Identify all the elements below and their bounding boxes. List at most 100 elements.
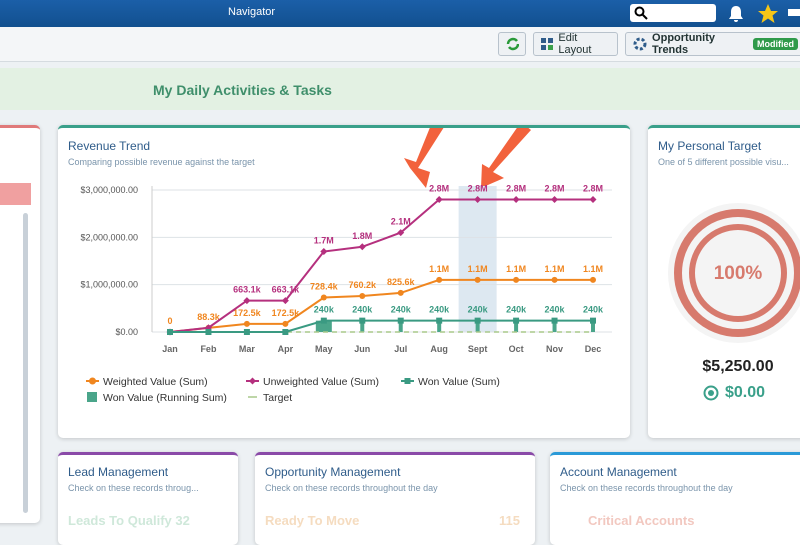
target-percent: 100% (713, 263, 763, 284)
point (243, 329, 250, 335)
point (551, 317, 558, 324)
data-label: 240k (506, 305, 527, 315)
point (551, 195, 559, 203)
series-line (169, 278, 593, 333)
data-label: 1.1M (506, 264, 526, 274)
target-card: My Personal Target One of 5 different po… (648, 125, 800, 438)
data-label: 728.4k (310, 282, 339, 292)
x-tick-label: Feb (200, 344, 217, 354)
side-dropdown[interactable] (0, 183, 31, 205)
card-item[interactable]: Ready To Move 115 (265, 513, 520, 528)
app-title: Navigator (228, 6, 276, 18)
data-label: 240k (352, 305, 373, 315)
point (589, 195, 597, 203)
star-icon[interactable] (757, 3, 779, 25)
point (513, 317, 520, 324)
legend-label: Won Value (Running Sum) (103, 392, 227, 404)
point (397, 229, 405, 237)
bar (398, 320, 403, 332)
point (436, 276, 443, 283)
data-label: 1.1M (545, 264, 565, 274)
x-tick-label: Sept (468, 344, 488, 354)
legend-marker (404, 378, 411, 384)
data-label: 240k (429, 305, 450, 315)
top-bar: Navigator (0, 0, 800, 27)
view-selector[interactable]: Opportunity Trends Modified (625, 32, 800, 56)
card-title: Account Management (560, 465, 677, 479)
card-title: Lead Management (68, 465, 169, 479)
data-label: 1.8M (352, 231, 372, 241)
data-label: 2.1M (391, 217, 411, 227)
point (359, 317, 366, 324)
opportunity-card: Opportunity Management Check on these re… (255, 452, 535, 545)
scrollbar (23, 213, 28, 513)
data-label: 2.8M (468, 183, 488, 193)
legend-item[interactable]: Unweighted Value (Sum) (246, 376, 379, 388)
card-subtitle: One of 5 different possible visu... (658, 157, 789, 167)
point (436, 317, 443, 324)
legend-marker (249, 377, 256, 385)
legend-label: Won Value (Sum) (418, 376, 500, 388)
point (205, 329, 212, 335)
legend-label: Target (263, 392, 292, 404)
x-tick-label: Dec (585, 344, 602, 354)
point (243, 320, 250, 327)
point (282, 329, 289, 335)
layout-icon (541, 38, 553, 50)
point (397, 317, 404, 324)
search-box[interactable] (630, 4, 716, 22)
card-subtitle: Check on these records throughout the da… (560, 483, 733, 493)
point (512, 195, 520, 203)
data-label: 1.7M (314, 236, 334, 246)
data-label: 760.2k (349, 280, 378, 290)
x-tick-label: Aug (430, 344, 448, 354)
refresh-button[interactable] (498, 32, 526, 56)
x-tick-label: Oct (509, 344, 524, 354)
series-line (170, 319, 593, 333)
x-tick-label: Jul (394, 344, 407, 354)
point (281, 297, 289, 305)
point (243, 297, 251, 305)
won-amount: $0.00 (703, 384, 765, 402)
bar (315, 320, 332, 332)
x-tick-label: Nov (546, 344, 563, 354)
cap-icon[interactable] (788, 5, 800, 21)
bar (475, 320, 480, 332)
button-label: Edit Layout (558, 32, 592, 56)
bar (514, 320, 519, 332)
data-label: 240k (583, 305, 604, 315)
revenue-card: Revenue Trend Comparing possible revenue… (58, 125, 630, 438)
card-item[interactable]: Critical Accounts (588, 513, 695, 528)
point (320, 294, 327, 301)
legend-item[interactable]: Weighted Value (Sum) (86, 376, 208, 388)
data-label: 88.3k (197, 312, 221, 322)
data-label: 0 (167, 316, 172, 326)
series-line (169, 198, 593, 333)
point (320, 317, 327, 324)
modified-badge: Modified (753, 38, 798, 50)
won-icon (703, 385, 719, 401)
data-label: 240k (545, 305, 566, 315)
gear-icon (633, 37, 647, 51)
won-value: $0.00 (725, 384, 766, 401)
legend-item[interactable]: Won Value (Running Sum) (87, 392, 227, 404)
legend-item[interactable]: Target (248, 392, 292, 404)
legend-item[interactable]: Won Value (Sum) (401, 376, 500, 388)
item-label: Ready To Move (265, 513, 360, 528)
legend-label: Weighted Value (Sum) (103, 376, 208, 388)
data-label: 2.8M (429, 183, 449, 193)
edit-layout-button[interactable]: Edit Layout (533, 32, 618, 56)
legend-marker (89, 377, 96, 385)
lead-card: Lead Management Check on these records t… (58, 452, 238, 545)
point (358, 243, 366, 251)
x-tick-label: Jun (354, 344, 370, 354)
y-tick-label: $3,000,000.00 (80, 185, 138, 195)
bar (437, 320, 442, 332)
point (397, 289, 404, 296)
card-item[interactable]: Leads To Qualify 32 (68, 513, 190, 528)
bell-icon[interactable] (726, 4, 746, 24)
y-tick-label: $0.00 (115, 327, 138, 337)
point (551, 276, 558, 283)
data-label: 2.8M (583, 183, 603, 193)
